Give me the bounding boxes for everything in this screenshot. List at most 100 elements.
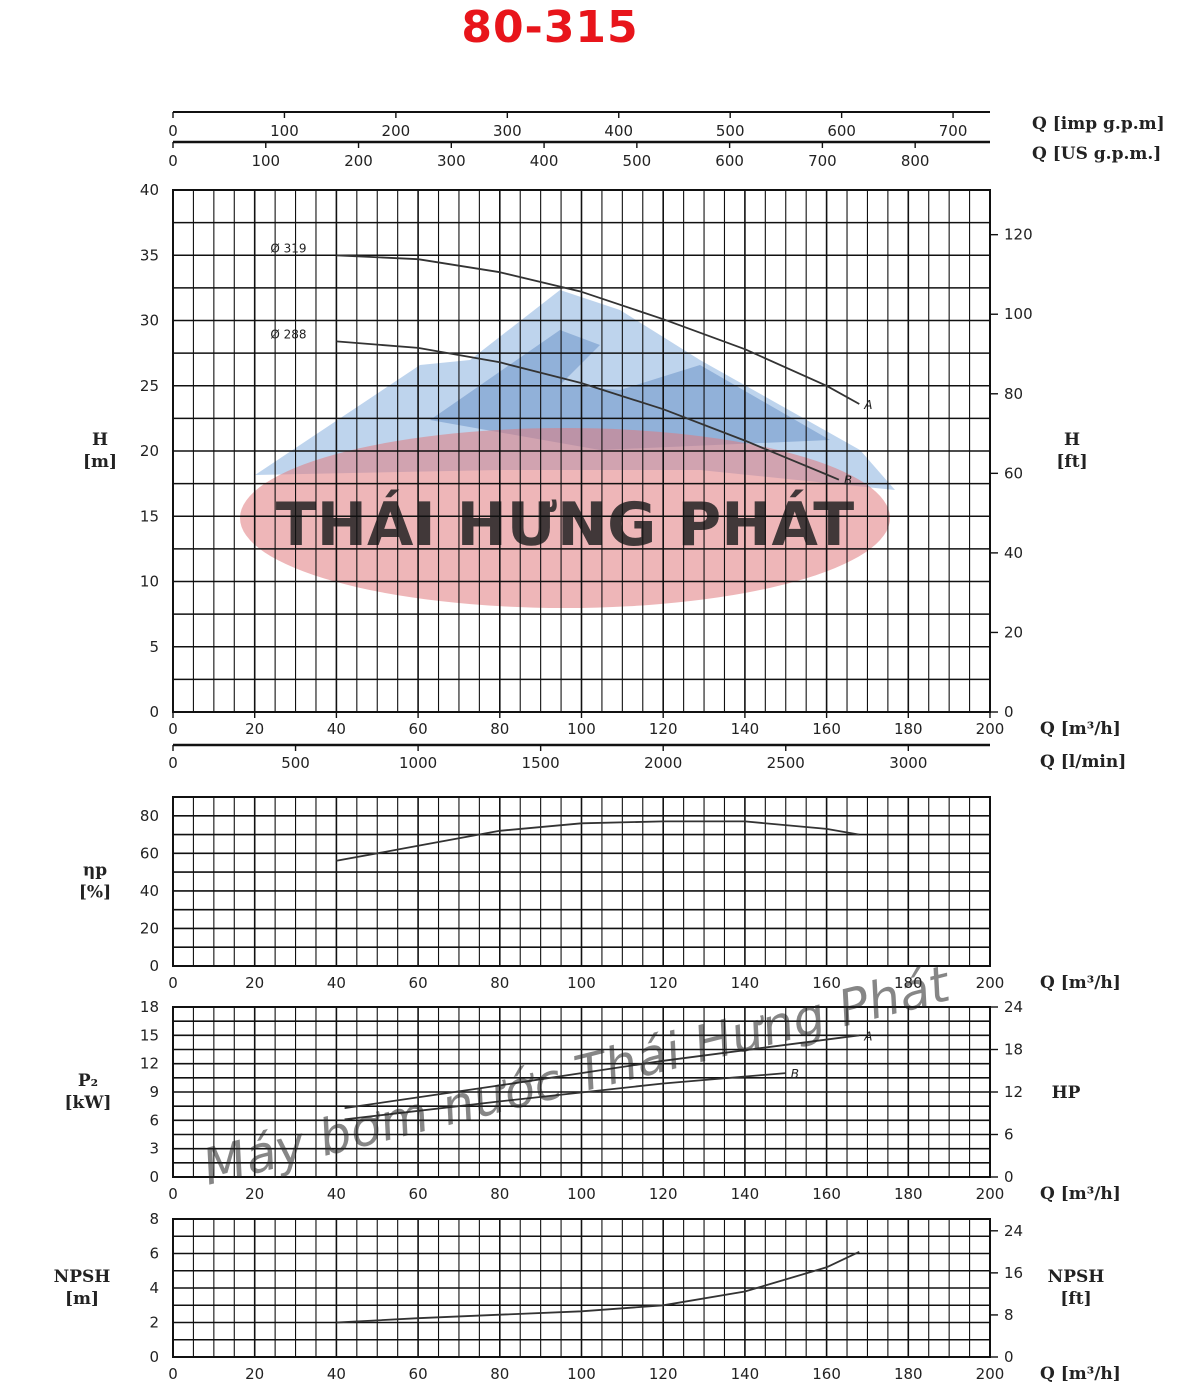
head-y2-tick-label: 60 [1004, 464, 1023, 482]
npsh-x-tick-label: 0 [168, 1365, 178, 1383]
head-x-tick-label: 20 [245, 720, 264, 738]
lmin-tick-label: 0 [168, 754, 178, 772]
head-x-tick-label: 40 [327, 720, 346, 738]
efficiency-panel: 0 20 40 60 80 100 120 140 160 180 200 Q [m³/h] 0 20 40… [79, 796, 1121, 993]
head-series-1-name: Ø 319 [270, 241, 306, 255]
head-panel: 0 20 40 60 80 100 120 140 160 180 200 Q [m³/h]05101… [83, 111, 1165, 772]
imp-gpm-tick-label: 100 [270, 122, 299, 140]
npsh-x-tick-label: 80 [490, 1365, 509, 1383]
us-gpm-tick-label: 300 [437, 152, 466, 170]
efficiency-x-tick-label: 60 [409, 974, 428, 992]
power-y-tick-label: 15 [140, 1026, 159, 1044]
lmin-tick-label: 2500 [767, 754, 805, 772]
head-y-tick-label: 0 [149, 703, 159, 721]
power-x-tick-label: 80 [490, 1185, 509, 1203]
npsh-x-tick-label: 140 [731, 1365, 760, 1383]
npsh-y-tick-label: 4 [149, 1279, 159, 1297]
head-y2-tick-label: 100 [1004, 305, 1033, 323]
head-y-tick-label: 30 [140, 312, 159, 330]
npsh-series-1-line [336, 1250, 860, 1324]
efficiency-x-tick-label: 200 [976, 974, 1005, 992]
npsh-x-tick-label: 180 [894, 1365, 923, 1383]
efficiency-x-tick-label: 80 [490, 974, 509, 992]
head-y-tick-label: 40 [140, 181, 159, 199]
power-y2-tick-label: 0 [1004, 1168, 1014, 1186]
efficiency-x-tick-label: 140 [731, 974, 760, 992]
head-series-2-end-label: B [844, 474, 852, 488]
head-y-axis-unit: [m] [83, 452, 117, 472]
npsh-x-tick-label: 160 [812, 1365, 841, 1383]
lmin-tick-label: 1500 [522, 754, 560, 772]
head-x-tick-label: 200 [976, 720, 1005, 738]
npsh-y-tick-label: 2 [149, 1314, 159, 1332]
imp-gpm-tick-label: 400 [604, 122, 633, 140]
power-y2-tick-label: 18 [1004, 1041, 1023, 1059]
npsh-y2-tick-label: 8 [1004, 1306, 1014, 1324]
head-y2-tick-label: 0 [1004, 703, 1014, 721]
npsh-x-axis-label: Q [m³/h] [1040, 1364, 1121, 1384]
npsh-y-axis-label: NPSH [54, 1267, 111, 1287]
us-gpm-tick-label: 500 [623, 152, 652, 170]
head-y-tick-label: 15 [140, 507, 159, 525]
lmin-tick-label: 2000 [644, 754, 682, 772]
npsh-panel: 0 20 40 60 80 100 120 140 160 180 200 Q [m³/h]02468… [54, 1210, 1121, 1384]
lmin-tick-label: 500 [281, 754, 310, 772]
efficiency-x-tick-label: 100 [567, 974, 596, 992]
npsh-y-tick-label: 0 [149, 1348, 159, 1366]
imp-gpm-tick-label: 0 [168, 122, 178, 140]
imp-gpm-axis-label: Q [imp g.p.m] [1032, 114, 1165, 134]
power-x-tick-label: 60 [409, 1185, 428, 1203]
head-series-2-name: Ø 288 [270, 327, 306, 341]
head-x-tick-label: 120 [649, 720, 678, 738]
power-y-tick-label: 9 [149, 1083, 159, 1101]
efficiency-y-axis-unit: [%] [79, 883, 111, 903]
npsh-y-tick-label: 6 [149, 1245, 159, 1263]
npsh-x-tick-label: 200 [976, 1365, 1005, 1383]
power-x-tick-label: 40 [327, 1185, 346, 1203]
us-gpm-tick-label: 700 [808, 152, 837, 170]
power-series-2-end-label: B [791, 1067, 799, 1081]
us-gpm-tick-label: 0 [168, 152, 178, 170]
watermark-logo: THÁI HƯNG PHÁT [240, 290, 895, 608]
head-y-tick-label: 35 [140, 246, 159, 264]
us-gpm-tick-label: 100 [251, 152, 280, 170]
head-y-tick-label: 10 [140, 573, 159, 591]
power-y-axis-unit: [kW] [65, 1093, 112, 1113]
npsh-y-axis-unit: [m] [65, 1289, 99, 1309]
head-y2-tick-label: 40 [1004, 544, 1023, 562]
npsh-y2-tick-label: 0 [1004, 1348, 1014, 1366]
head-y-tick-label: 5 [149, 638, 159, 656]
power-y-tick-label: 3 [149, 1140, 159, 1158]
efficiency-x-tick-label: 40 [327, 974, 346, 992]
efficiency-x-tick-label: 20 [245, 974, 264, 992]
lmin-tick-label: 3000 [889, 754, 927, 772]
efficiency-y-tick-label: 0 [149, 957, 159, 975]
npsh-y2-axis-label: NPSH [1048, 1267, 1105, 1287]
power-y-tick-label: 0 [149, 1168, 159, 1186]
power-y2-tick-label: 24 [1004, 998, 1023, 1016]
efficiency-x-tick-label: 180 [894, 974, 923, 992]
head-y2-tick-label: 80 [1004, 385, 1023, 403]
head-x-axis-label: Q [m³/h] [1040, 719, 1121, 739]
power-y2-tick-label: 12 [1004, 1083, 1023, 1101]
us-gpm-tick-label: 200 [344, 152, 373, 170]
power-series-1-end-label: A [863, 1029, 872, 1043]
head-y-tick-label: 25 [140, 377, 159, 395]
power-y2-axis-label: HP [1052, 1083, 1081, 1103]
imp-gpm-tick-label: 600 [827, 122, 856, 140]
efficiency-x-tick-label: 160 [812, 974, 841, 992]
power-panel: 0 20 40 60 80 100 120 140 160 180 200 Q [m³/h]03691… [65, 998, 1121, 1204]
power-x-tick-label: 160 [812, 1185, 841, 1203]
lmin-tick-label: 1000 [399, 754, 437, 772]
us-gpm-tick-label: 600 [715, 152, 744, 170]
head-y-axis-label: H [92, 430, 108, 450]
efficiency-frame [172, 796, 991, 967]
power-y-tick-label: 12 [140, 1055, 159, 1073]
lmin-axis-label: Q [l/min] [1040, 752, 1126, 772]
head-x-tick-label: 180 [894, 720, 923, 738]
efficiency-y-axis-label: ηp [83, 861, 107, 881]
npsh-y-tick-label: 8 [149, 1210, 159, 1228]
npsh-x-tick-label: 120 [649, 1365, 678, 1383]
npsh-y2-axis-unit: [ft] [1060, 1289, 1091, 1309]
npsh-x-tick-label: 40 [327, 1365, 346, 1383]
